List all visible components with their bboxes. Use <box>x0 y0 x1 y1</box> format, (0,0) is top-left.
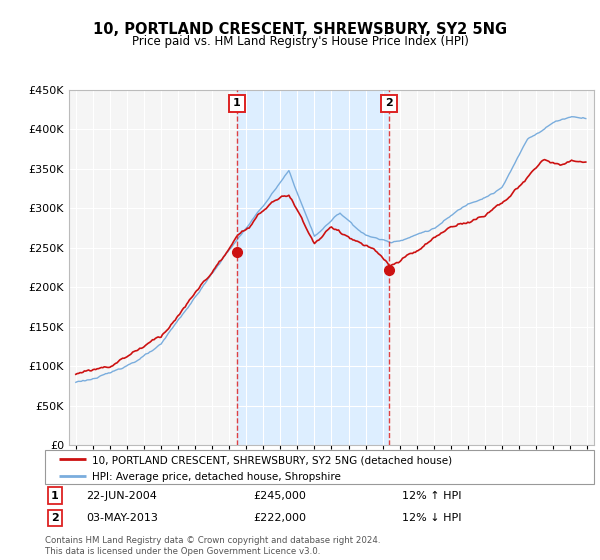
Text: £245,000: £245,000 <box>254 491 307 501</box>
Text: 12% ↑ HPI: 12% ↑ HPI <box>402 491 461 501</box>
Text: HPI: Average price, detached house, Shropshire: HPI: Average price, detached house, Shro… <box>92 472 341 482</box>
Text: 1: 1 <box>51 491 59 501</box>
Bar <box>237 90 389 445</box>
Text: 10, PORTLAND CRESCENT, SHREWSBURY, SY2 5NG: 10, PORTLAND CRESCENT, SHREWSBURY, SY2 5… <box>93 22 507 38</box>
Text: Contains HM Land Registry data © Crown copyright and database right 2024.
This d: Contains HM Land Registry data © Crown c… <box>45 536 380 556</box>
Text: 2: 2 <box>385 99 393 109</box>
FancyBboxPatch shape <box>45 450 594 484</box>
Text: 22-JUN-2004: 22-JUN-2004 <box>86 491 157 501</box>
Text: 1: 1 <box>233 99 241 109</box>
Text: 10, PORTLAND CRESCENT, SHREWSBURY, SY2 5NG (detached house): 10, PORTLAND CRESCENT, SHREWSBURY, SY2 5… <box>92 456 452 466</box>
Text: £222,000: £222,000 <box>254 513 307 523</box>
Text: 12% ↓ HPI: 12% ↓ HPI <box>402 513 461 523</box>
Text: Price paid vs. HM Land Registry's House Price Index (HPI): Price paid vs. HM Land Registry's House … <box>131 35 469 48</box>
Text: 03-MAY-2013: 03-MAY-2013 <box>86 513 158 523</box>
Text: 2: 2 <box>51 513 59 523</box>
